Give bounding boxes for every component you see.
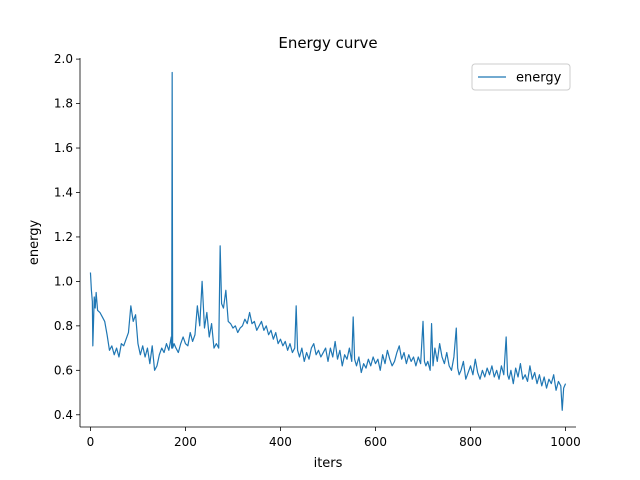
- series-line-energy: [89, 71, 567, 411]
- y-tick-label: 1.8: [54, 97, 73, 111]
- y-axis-label: energy: [27, 220, 42, 266]
- chart-title: Energy curve: [278, 34, 377, 52]
- legend-label-energy: energy: [516, 71, 562, 86]
- x-axis-label: iters: [314, 456, 343, 471]
- x-tick-label: 200: [174, 435, 197, 449]
- x-tick-label: 400: [269, 435, 292, 449]
- x-tick-label: 800: [459, 435, 482, 449]
- y-tick-label: 1.2: [54, 230, 73, 244]
- legend: energy: [471, 63, 571, 91]
- y-tick-label: 0.6: [54, 363, 73, 377]
- y-tick-label: 1.4: [54, 185, 73, 199]
- x-tick-label: 0: [87, 435, 95, 449]
- plot-area: [79, 58, 576, 428]
- x-tick-label: 1000: [550, 435, 581, 449]
- x-axis: 0 200 400 600 800 1000: [87, 427, 581, 449]
- y-tick-label: 1.0: [54, 274, 73, 288]
- legend-box: [471, 63, 571, 91]
- y-tick-label: 2.0: [54, 52, 73, 66]
- y-tick-label: 0.8: [54, 319, 73, 333]
- y-axis: 0.4 0.6 0.8 1.0 1.2 1.4 1.6 1.8 2.0: [54, 52, 80, 422]
- x-tick-label: 600: [364, 435, 387, 449]
- y-tick-label: 1.6: [54, 141, 73, 155]
- y-tick-label: 0.4: [54, 408, 73, 422]
